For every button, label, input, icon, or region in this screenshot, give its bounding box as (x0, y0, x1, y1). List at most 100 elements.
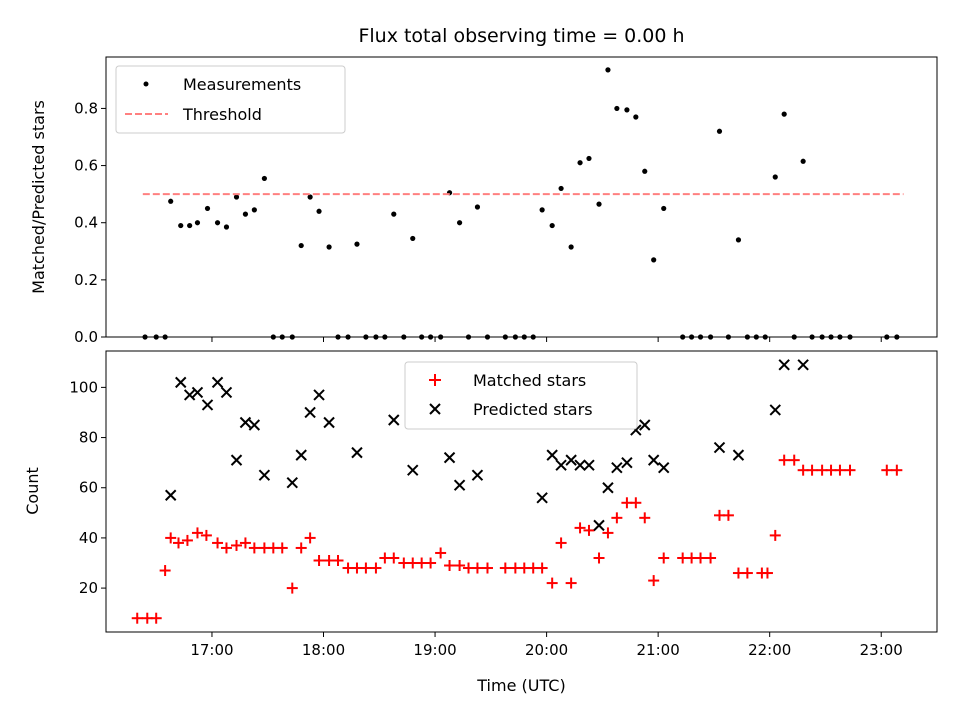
predicted-stars-point (286, 477, 298, 489)
predicted-stars-point (546, 449, 558, 461)
predicted-stars-point (201, 399, 214, 411)
predicted-stars-point (323, 416, 335, 429)
predicted-stars-point (778, 359, 790, 371)
matched-stars-point (370, 562, 382, 574)
bottom-y-tick-label: 80 (79, 429, 98, 447)
measurements-point (307, 194, 313, 200)
matched-stars-point (741, 567, 753, 579)
matched-stars-point (761, 567, 773, 579)
predicted-stars-point (220, 386, 233, 399)
matched-stars-point (173, 537, 185, 549)
measurements-point (316, 208, 322, 214)
measurements-point (187, 222, 193, 229)
matched-stars-point (602, 527, 614, 539)
x-axis-title: Time (UTC) (476, 676, 565, 695)
predicted-stars-point (230, 454, 243, 466)
measurements-point (474, 204, 481, 210)
matched-stars-point (165, 532, 177, 544)
predicted-stars-point (536, 492, 548, 504)
matched-stars-point (295, 542, 307, 554)
predicted-stars-point (191, 386, 204, 399)
matched-stars-point (788, 454, 800, 466)
bottom-y-axis-title: Count (23, 467, 42, 515)
matched-stars-point (834, 464, 846, 476)
matched-stars-point (248, 542, 260, 554)
measurements-point (214, 220, 221, 226)
bottom-plot-area: 20 40 60 80 100 17:00 18:00 19:00 20:00 21:00 22:0… (69, 359, 903, 659)
predicted-stars-point (732, 449, 745, 461)
measurements-point (251, 207, 257, 213)
measurements-point (800, 158, 806, 164)
predicted-stars-point (351, 446, 363, 459)
matched-stars-point (593, 552, 605, 564)
predicted-stars-point (164, 489, 177, 501)
predicted-stars-point (304, 406, 316, 419)
x-tick-label: 23:00 (860, 641, 903, 659)
predicted-stars-point (471, 469, 484, 481)
top-axes-frame (105, 56, 938, 338)
measurements-point (326, 244, 332, 250)
x-tick-label: 19:00 (413, 641, 456, 659)
matched-stars-point (574, 522, 586, 534)
measurements-point (614, 105, 620, 112)
matched-stars-point (220, 542, 232, 554)
measurements-point (642, 168, 648, 174)
measurements-point (410, 235, 416, 242)
matched-stars-point (583, 524, 595, 536)
predicted-stars-point (453, 479, 466, 491)
measurements-point (456, 220, 463, 226)
matched-stars-point (546, 577, 558, 589)
top-y-tick-label: 0.2 (74, 271, 98, 289)
bottom-y-tick-label: 40 (79, 529, 98, 547)
predicted-stars-point (713, 441, 726, 454)
predicted-stars-point (388, 414, 400, 426)
matched-stars-point (286, 582, 298, 594)
top-y-axis-title: Matched/Predicted stars (29, 100, 48, 294)
measurements-point (298, 242, 304, 249)
legend-matched-label: Matched stars (473, 371, 586, 390)
predicted-stars-point (258, 469, 271, 481)
measurements-point (651, 257, 657, 263)
measurements-point (596, 201, 602, 207)
matched-stars-point (181, 534, 193, 546)
top-panel: Flux total observing time = 0.00 h 0.00.… (29, 25, 938, 346)
legend-measurements-marker (143, 81, 149, 87)
matched-stars-point (231, 539, 243, 551)
measurements-point (716, 128, 723, 134)
measurements-point (781, 111, 787, 117)
matched-stars-point (471, 562, 483, 574)
matched-stars-point (276, 542, 288, 554)
predicted-stars-point (295, 449, 307, 461)
top-legend: Measurements Threshold (115, 65, 346, 134)
measurements-point (633, 114, 639, 120)
matched-stars-point (705, 552, 717, 564)
measurements-point (772, 174, 778, 180)
predicted-stars-point (555, 459, 567, 471)
x-tick-label: 22:00 (748, 641, 791, 659)
measurements-point (223, 224, 230, 230)
measurements-point (577, 160, 583, 166)
measurements-point (549, 222, 555, 229)
bottom-axes-frame (105, 350, 938, 633)
matched-stars-point (200, 529, 212, 541)
matched-stars-point (444, 560, 456, 572)
matched-stars-point (722, 509, 734, 521)
matched-stars-point (769, 529, 781, 541)
measurements-point (204, 205, 211, 212)
matched-stars-point (639, 512, 651, 524)
measurements-point (568, 244, 574, 250)
legend-predicted-marker (429, 403, 441, 415)
predicted-stars-point (183, 389, 196, 401)
measurements-point (391, 211, 397, 217)
matched-stars-point (388, 552, 400, 564)
matched-stars-point (454, 560, 466, 572)
matched-stars-point (131, 612, 143, 624)
matched-stars-point (565, 577, 577, 589)
predicted-stars-point (565, 454, 577, 466)
matched-stars-point (425, 557, 437, 569)
matched-stars-point (313, 554, 325, 566)
matched-stars-point (499, 562, 511, 574)
measurements-point (233, 194, 240, 200)
matched-stars-point (611, 512, 623, 524)
predicted-stars-point (658, 461, 670, 474)
